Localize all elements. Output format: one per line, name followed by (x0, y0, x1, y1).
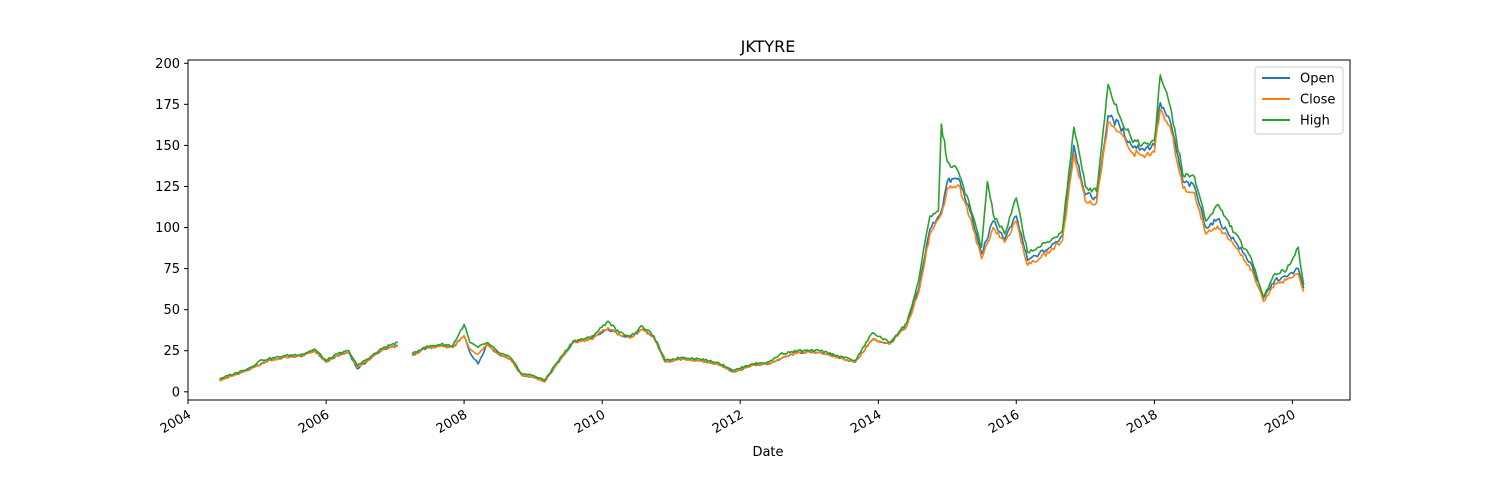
y-tick-label: 125 (155, 180, 180, 195)
legend-label-open: Open (1300, 72, 1335, 87)
x-axis-label: Date (752, 445, 783, 460)
chart-title: JKTYRE (740, 37, 796, 56)
x-tick-label: 2010 (572, 407, 608, 437)
x-tick-label: 2018 (1124, 407, 1160, 437)
y-tick-label: 25 (163, 344, 180, 359)
series-line-high (219, 74, 1305, 382)
x-tick-label: 2020 (1262, 407, 1298, 437)
y-tick-label: 75 (163, 262, 180, 277)
legend-label-high: High (1300, 114, 1330, 129)
x-tick-label: 2004 (158, 407, 194, 437)
y-tick-label: 175 (155, 98, 180, 113)
series-layer (219, 74, 1305, 383)
legend: Open Close High (1254, 66, 1344, 135)
y-axis: 0 25 50 75 100 125 150 175 200 (155, 57, 188, 400)
series-line-open (219, 101, 1305, 383)
x-tick-label: 2012 (710, 407, 746, 437)
plot-frame (187, 59, 1351, 401)
x-tick-label: 2014 (848, 407, 884, 437)
y-tick-label: 0 (172, 385, 180, 400)
x-axis: 2004 2006 2008 2010 2012 2014 2016 2018 2020 (158, 400, 1298, 437)
y-tick-label: 100 (155, 221, 180, 236)
series-line-close (219, 108, 1305, 383)
legend-box (1254, 66, 1344, 135)
y-tick-label: 50 (163, 303, 180, 318)
x-tick-label: 2008 (434, 407, 470, 437)
y-tick-label: 200 (155, 57, 180, 72)
x-tick-label: 2006 (296, 407, 332, 437)
y-tick-label: 150 (155, 139, 180, 154)
legend-label-close: Close (1300, 93, 1335, 108)
x-tick-label: 2016 (986, 407, 1022, 437)
